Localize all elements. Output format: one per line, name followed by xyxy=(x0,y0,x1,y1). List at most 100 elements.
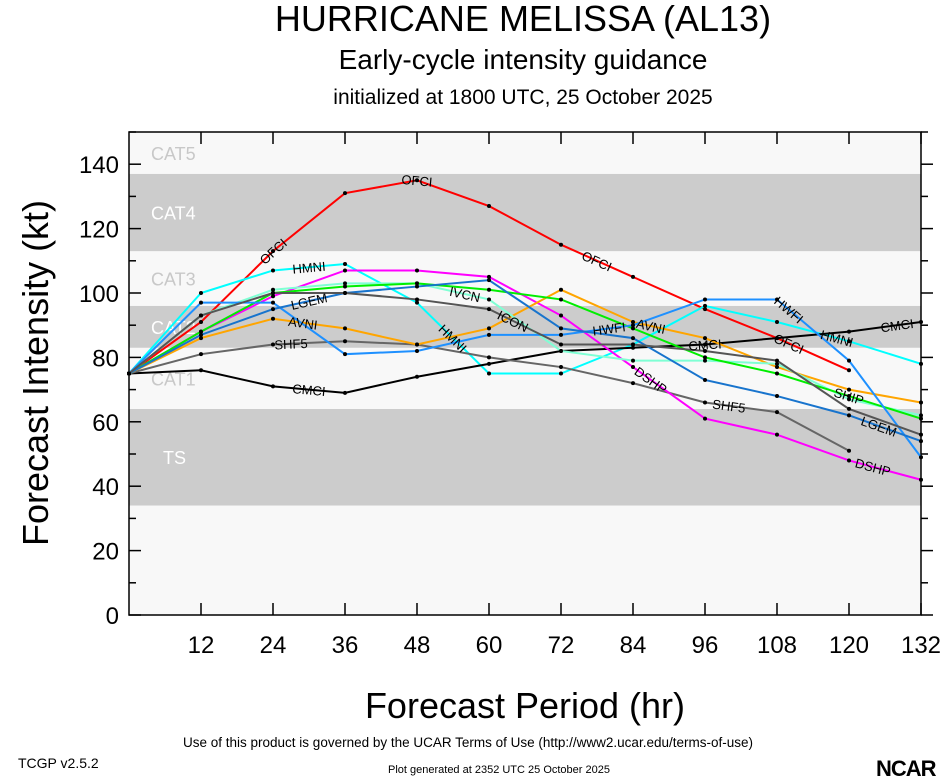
data-point-lgem xyxy=(199,332,203,337)
data-point-icon xyxy=(271,291,275,295)
data-point-cmci xyxy=(199,368,203,373)
data-point-icon xyxy=(703,348,707,353)
data-point-ivcn xyxy=(559,348,563,353)
data-point-lgem xyxy=(775,394,779,399)
data-point-hmni xyxy=(271,268,275,273)
data-point-hmni xyxy=(343,262,347,267)
data-point-avni xyxy=(199,336,203,341)
y-tick-label: 0 xyxy=(106,603,119,630)
data-point-ofci xyxy=(487,204,491,209)
data-point-avni xyxy=(703,336,707,341)
data-point-cmci xyxy=(775,336,779,341)
data-point-dshp xyxy=(487,274,491,279)
data-point-ivcn xyxy=(343,281,347,286)
band-label: CAT4 xyxy=(151,204,196,224)
x-tick-label: 48 xyxy=(404,632,431,659)
series-label-cmci: CMCI xyxy=(880,316,915,335)
data-point-avni xyxy=(847,387,851,392)
data-point-icon xyxy=(847,406,851,411)
x-tick-label: 72 xyxy=(548,632,575,659)
data-point-lgem xyxy=(271,307,275,312)
x-tick-label: 108 xyxy=(757,632,797,659)
y-tick-label: 60 xyxy=(92,410,119,437)
data-point-dshp xyxy=(343,268,347,273)
data-point-ship xyxy=(847,394,851,399)
data-point-dshp xyxy=(271,294,275,299)
data-point-ofci xyxy=(559,242,563,247)
data-point-ship xyxy=(343,284,347,289)
band-cat4 xyxy=(129,173,921,252)
band-ts xyxy=(129,408,921,506)
chart-title: HURRICANE MELISSA (AL13) xyxy=(274,0,772,39)
data-point-lgem xyxy=(703,377,707,382)
data-point-icon xyxy=(559,342,563,347)
data-point-avni xyxy=(559,287,563,292)
data-point-cmci xyxy=(631,345,635,350)
data-point-icon xyxy=(631,342,635,347)
series-label-ivcn: IVCN xyxy=(448,284,482,305)
data-point-cmci xyxy=(271,384,275,389)
data-point-cmci xyxy=(415,374,419,379)
y-tick-label: 40 xyxy=(92,474,119,501)
data-point-icon xyxy=(775,358,779,363)
data-point-hmni xyxy=(559,371,563,376)
data-point-ship xyxy=(559,297,563,302)
data-point-avni xyxy=(415,342,419,347)
x-tick-label: 12 xyxy=(188,632,215,659)
series-label-ofci: OFCI xyxy=(401,172,433,190)
data-point-ship xyxy=(919,416,923,421)
x-tick-label: 120 xyxy=(829,632,869,659)
data-point-hwfi xyxy=(631,323,635,328)
data-point-ship xyxy=(703,355,707,360)
data-point-hwfi xyxy=(271,300,275,305)
data-point-cmci xyxy=(919,319,923,324)
x-tick-label: 132 xyxy=(901,632,941,659)
data-point-ofci xyxy=(199,319,203,324)
data-point-hmni xyxy=(847,339,851,344)
data-point-dshp xyxy=(775,432,779,437)
y-tick-label: 100 xyxy=(79,281,119,308)
series-label-cmci: CMCI xyxy=(292,381,326,399)
x-axis-label: Forecast Period (hr) xyxy=(365,685,685,726)
data-point-icon xyxy=(415,297,419,302)
band-label: CAT5 xyxy=(151,144,196,164)
data-point-hwfi xyxy=(919,455,923,460)
data-point-cmci xyxy=(343,390,347,395)
series-line-hmni xyxy=(128,262,922,375)
data-point-hmni xyxy=(415,300,419,305)
data-point-ofci xyxy=(271,249,275,254)
data-point-ship xyxy=(775,371,779,376)
series-line-hwfi xyxy=(128,298,922,458)
data-point-ofci xyxy=(631,274,635,279)
data-point-shf5 xyxy=(559,365,563,370)
data-point-cmci xyxy=(847,329,851,334)
init-time: initialized at 1800 UTC, 25 October 2025 xyxy=(333,86,713,109)
data-point-shf5 xyxy=(703,400,707,405)
series-label-shf5: SHF5 xyxy=(711,397,746,416)
series-label-cmci: CMCI xyxy=(688,336,722,353)
band-label: TS xyxy=(163,448,186,468)
data-point-icon xyxy=(343,291,347,295)
series-label-hmni: HMNI xyxy=(292,259,326,277)
band-cat5 xyxy=(129,132,921,174)
data-point-dshp xyxy=(559,313,563,318)
series-line-lgem xyxy=(128,279,922,443)
y-tick-label: 80 xyxy=(92,345,119,372)
band-label: CAT1 xyxy=(151,369,196,389)
data-point-icon xyxy=(127,371,131,376)
data-point-shf5 xyxy=(775,410,779,415)
data-point-hwfi xyxy=(775,297,779,302)
data-point-lgem xyxy=(487,278,491,283)
data-point-ivcn xyxy=(847,397,851,402)
data-point-lgem xyxy=(559,326,563,331)
data-point-lgem xyxy=(919,439,923,444)
x-tick-label: 36 xyxy=(332,632,359,659)
y-axis-label: Forecast Intensity (kt) xyxy=(15,200,56,546)
data-point-hwfi xyxy=(703,297,707,302)
data-point-ivcn xyxy=(487,297,491,302)
data-point-cmci xyxy=(487,361,491,366)
x-tick-label: 84 xyxy=(620,632,647,659)
version-label: TCGP v2.5.2 xyxy=(18,755,99,771)
band-label: CAT3 xyxy=(151,270,196,290)
series-label-hwfi: HWFI xyxy=(592,319,627,338)
